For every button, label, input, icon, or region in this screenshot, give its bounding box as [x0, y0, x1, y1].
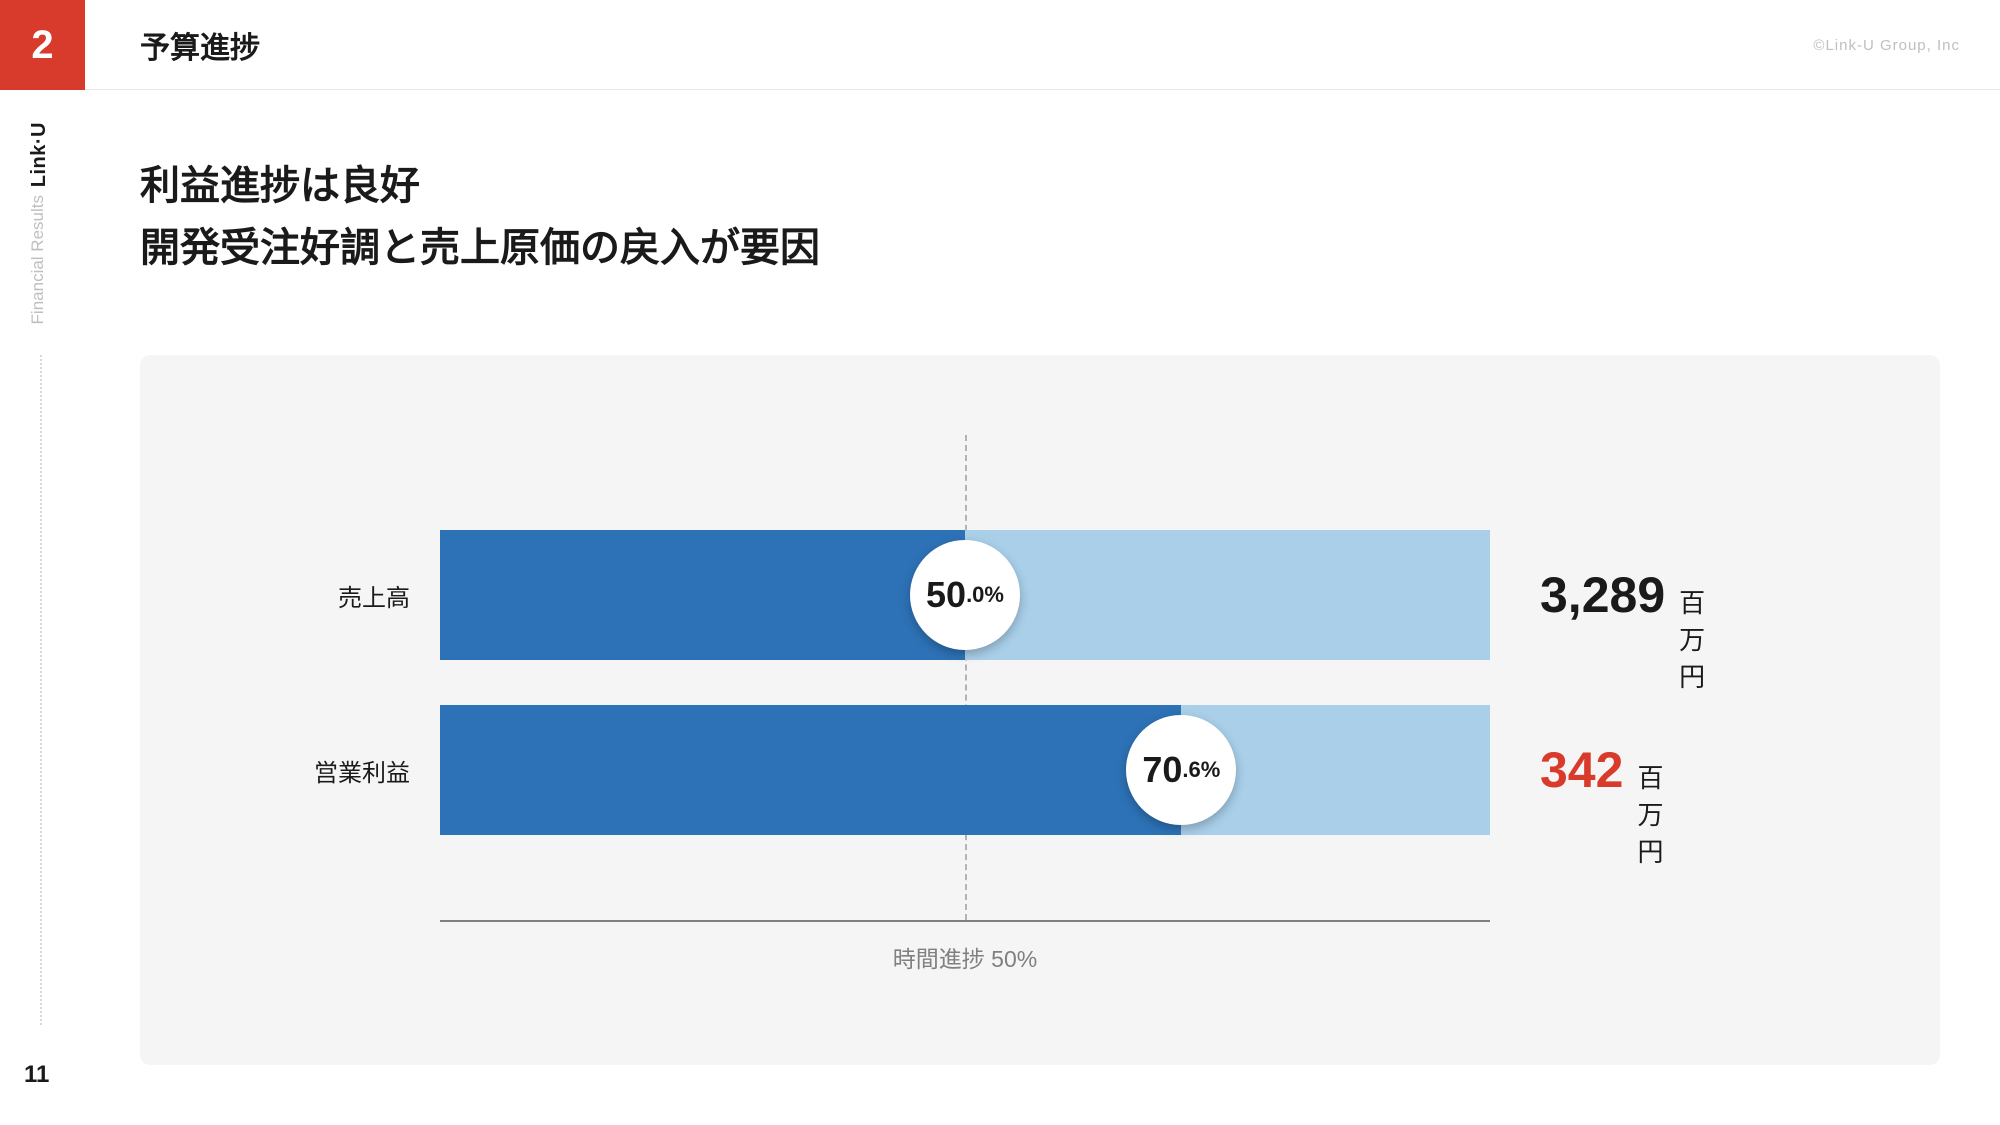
headline: 利益進捗は良好 開発受注好調と売上原価の戻入が要因: [140, 155, 820, 279]
left-dotted-line: [40, 355, 42, 1025]
bar-value-number: 3,289: [1540, 530, 1665, 660]
chart-inner: 時間進捗 50% 50.0%売上高3,289百万円 70.6%営業利益342百万円: [440, 355, 1940, 1065]
bar-value-unit: 百万円: [1679, 583, 1705, 694]
bar-value: 342百万円: [1540, 705, 1663, 835]
bar-label: 売上高: [150, 530, 410, 660]
section-number-box: 2: [0, 0, 85, 90]
bar-foreground: [440, 705, 1181, 835]
chart-midline: [965, 435, 967, 920]
bar-value-unit: 百万円: [1637, 758, 1663, 869]
bar-row: 70.6%営業利益342百万円: [440, 705, 1490, 835]
percent-bubble: 70.6%: [1126, 715, 1236, 825]
chart-panel: 時間進捗 50% 50.0%売上高3,289百万円70.6%営業利益342百万円: [140, 355, 1940, 1065]
copyright: ©Link-U Group, Inc: [1813, 0, 1960, 90]
chart-baseline: [440, 920, 1490, 922]
topbar: 2 予算進捗 ©Link-U Group, Inc: [0, 0, 2000, 90]
bar-label: 営業利益: [150, 705, 410, 835]
brand-name-vertical: Link·U: [28, 122, 51, 187]
percent-bubble: 50.0%: [910, 540, 1020, 650]
percent-dec: .0%: [966, 582, 1004, 608]
percent-dec: .6%: [1182, 757, 1220, 783]
percent-int: 50: [926, 574, 966, 616]
page-number: 11: [24, 1061, 49, 1089]
bar-value: 3,289百万円: [1540, 530, 1705, 660]
axis-caption: 時間進捗 50%: [440, 940, 1490, 974]
bar-value-number: 342: [1540, 705, 1623, 835]
bar-foreground: [440, 530, 965, 660]
percent-int: 70: [1142, 749, 1182, 791]
headline-line1: 利益進捗は良好: [140, 155, 820, 217]
section-title: 予算進捗: [140, 0, 260, 90]
headline-line2: 開発受注好調と売上原価の戻入が要因: [140, 217, 820, 279]
bar-row: 50.0%売上高3,289百万円: [440, 530, 1490, 660]
slide: 2 予算進捗 ©Link-U Group, Inc Link·U Financi…: [0, 0, 2000, 1125]
brand-sub-vertical: Financial Results: [28, 195, 48, 324]
section-number: 2: [31, 23, 53, 68]
